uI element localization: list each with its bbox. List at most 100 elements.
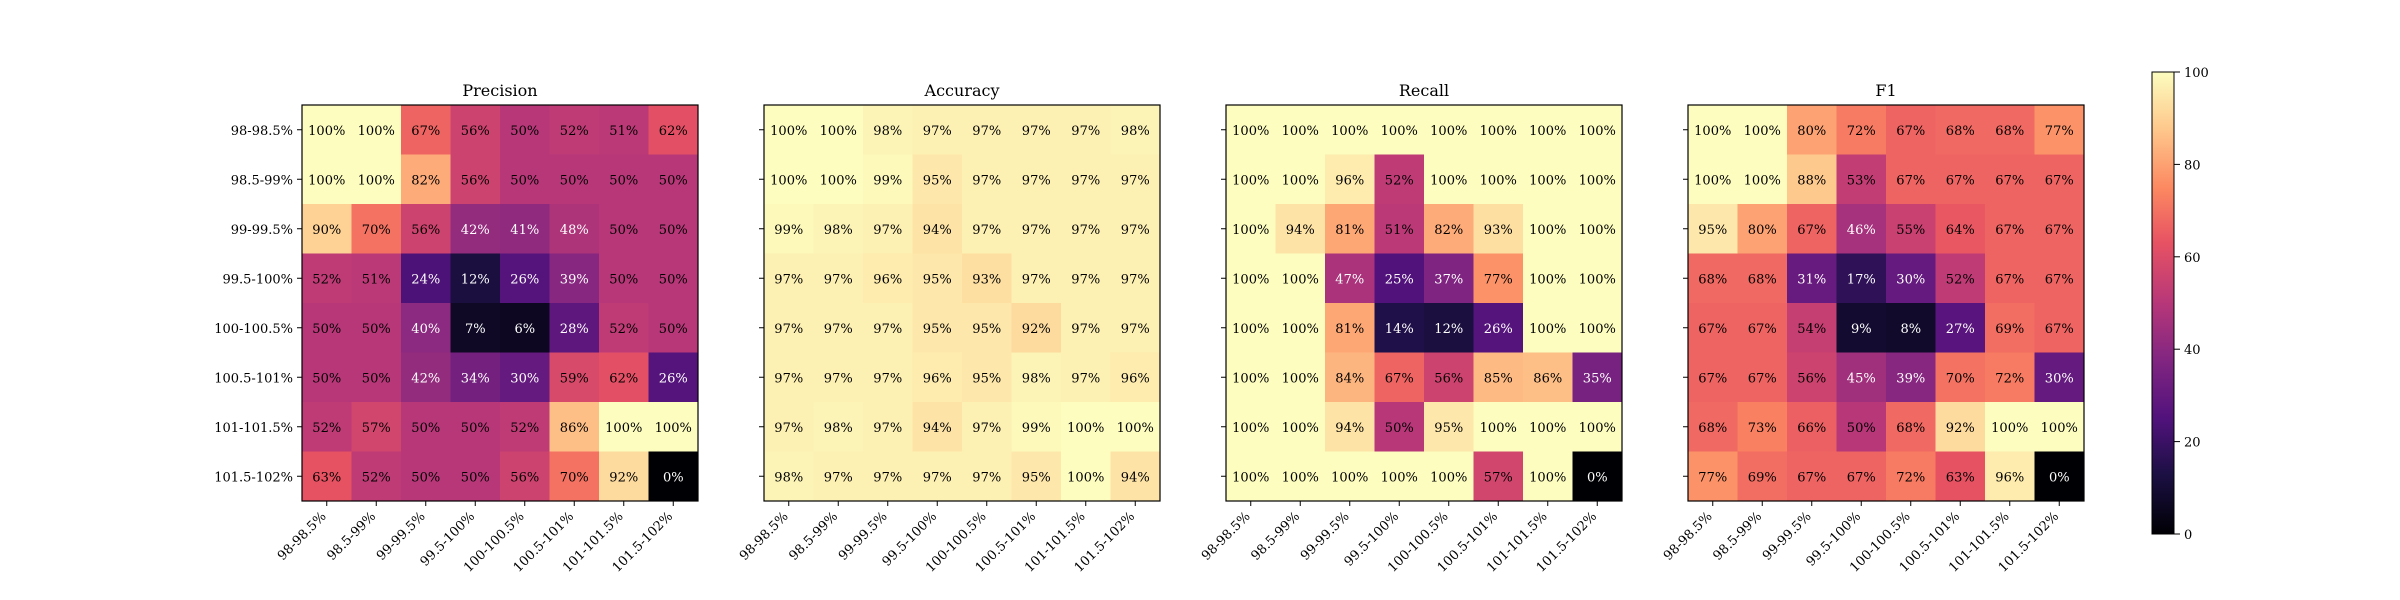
cell-value-label: 100% (1694, 173, 1731, 188)
cell-value-label: 67% (1896, 173, 1925, 188)
heatmap-cell (912, 154, 963, 205)
cell-value-label: 97% (1022, 173, 1051, 188)
heatmap-cell (813, 105, 864, 155)
heatmap-cell (1325, 451, 1375, 502)
heatmap-cell (1011, 154, 1062, 205)
heatmap-cell (549, 204, 600, 254)
heatmap-cell (1737, 253, 1788, 304)
cell-value-label: 97% (972, 124, 1001, 139)
cell-value-label: 95% (972, 322, 1001, 337)
heatmap-panel-precision: 100% 100% 67% 56% 50% 52% 51% 62% 100% 100% 82% 56%… (214, 81, 699, 576)
panel-title: Recall (1399, 81, 1449, 100)
cell-value-label: 50% (659, 173, 688, 188)
heatmap-cell (1061, 154, 1111, 205)
heatmap-cell (2034, 253, 2085, 304)
heatmap-cell (648, 154, 699, 205)
heatmap-cell (1737, 352, 1788, 403)
heatmap-cell (764, 352, 814, 403)
heatmap-cell (1275, 451, 1326, 502)
heatmap-cell (1011, 253, 1062, 304)
heatmap-cell (1523, 204, 1573, 254)
heatmap-cell (302, 451, 352, 502)
cell-value-label: 69% (1995, 322, 2024, 337)
cell-value-label: 100% (1579, 223, 1616, 238)
heatmap-cell (599, 253, 649, 304)
heatmap-cell (1836, 451, 1887, 502)
cell-value-label: 100% (1529, 173, 1566, 188)
heatmap-cell (1787, 105, 1837, 155)
heatmap-cell (1061, 303, 1111, 353)
cell-value-label: 67% (2045, 173, 2074, 188)
cell-value-label: 12% (461, 272, 490, 287)
panel-title: Accuracy (924, 81, 1000, 100)
cell-value-label: 90% (312, 223, 341, 238)
heatmap-cell (1374, 303, 1425, 353)
cell-value-label: 26% (510, 272, 539, 287)
cell-value-label: 67% (1995, 272, 2024, 287)
heatmap-cell (1011, 204, 1062, 254)
cell-value-label: 94% (1286, 223, 1315, 238)
cell-value-label: 96% (1121, 371, 1150, 386)
heatmap-cell (912, 352, 963, 403)
heatmap-cell (302, 253, 352, 304)
heatmap-cell (351, 105, 402, 155)
cell-value-label: 100% (605, 421, 642, 436)
heatmap-cell (962, 105, 1012, 155)
heatmap-cell (1935, 451, 1986, 502)
heatmap-cell (1935, 253, 1986, 304)
heatmap-cell (401, 204, 451, 254)
cell-value-label: 70% (362, 223, 391, 238)
heatmap-cell (813, 451, 864, 502)
cell-value-label: 30% (510, 371, 539, 386)
cell-value-label: 100% (1331, 470, 1368, 485)
cell-value-label: 100% (1282, 322, 1319, 337)
heatmap-cell (1061, 402, 1111, 452)
heatmap-cell (1886, 154, 1936, 205)
heatmap-cell (1572, 253, 1623, 304)
cell-value-label: 100% (1331, 124, 1368, 139)
heatmap-cell (351, 352, 402, 403)
heatmap-cell (648, 451, 699, 502)
heatmap-cell (1572, 352, 1623, 403)
cell-value-label: 66% (1797, 421, 1826, 436)
cell-value-label: 97% (873, 470, 902, 485)
heatmap-cell (1473, 105, 1524, 155)
cell-value-label: 98% (1022, 371, 1051, 386)
heatmap-cell (1325, 303, 1375, 353)
heatmap-cell (1787, 253, 1837, 304)
heatmap-cell (962, 352, 1012, 403)
heatmap-panel-accuracy: 100% 100% 98% 97% 97% 97% 97% 98% 100% 100% 99% 95%… (737, 81, 1161, 576)
heatmap-cell (764, 154, 814, 205)
cell-value-label: 100% (1067, 470, 1104, 485)
heatmap-cell (1985, 402, 2035, 452)
cell-value-label: 97% (1071, 124, 1100, 139)
cell-value-label: 93% (1484, 223, 1513, 238)
cell-value-label: 97% (824, 470, 853, 485)
cell-value-label: 100% (1067, 421, 1104, 436)
heatmap-cell (2034, 352, 2085, 403)
heatmap-cell (813, 204, 864, 254)
heatmap-cell (863, 352, 913, 403)
heatmap-cell (1688, 402, 1738, 452)
heatmap-cell (1325, 253, 1375, 304)
heatmap-cell (401, 352, 451, 403)
cell-value-label: 97% (972, 223, 1001, 238)
heatmap-cell (401, 154, 451, 205)
heatmap-cell (500, 402, 550, 452)
heatmap-cell (1424, 402, 1474, 452)
cell-value-label: 100% (1480, 124, 1517, 139)
cell-value-label: 97% (873, 371, 902, 386)
heatmap-cell (863, 303, 913, 353)
cell-value-label: 100% (1282, 470, 1319, 485)
heatmap-cell (863, 253, 913, 304)
cell-value-label: 94% (1121, 470, 1150, 485)
cell-value-label: 100% (1282, 173, 1319, 188)
cell-value-label: 57% (362, 421, 391, 436)
heatmap-cell (351, 402, 402, 452)
cell-value-label: 41% (510, 223, 539, 238)
cell-value-label: 97% (873, 223, 902, 238)
heatmap-cell (912, 105, 963, 155)
cell-value-label: 82% (411, 173, 440, 188)
cell-value-label: 95% (1022, 470, 1051, 485)
heatmap-cell (764, 451, 814, 502)
